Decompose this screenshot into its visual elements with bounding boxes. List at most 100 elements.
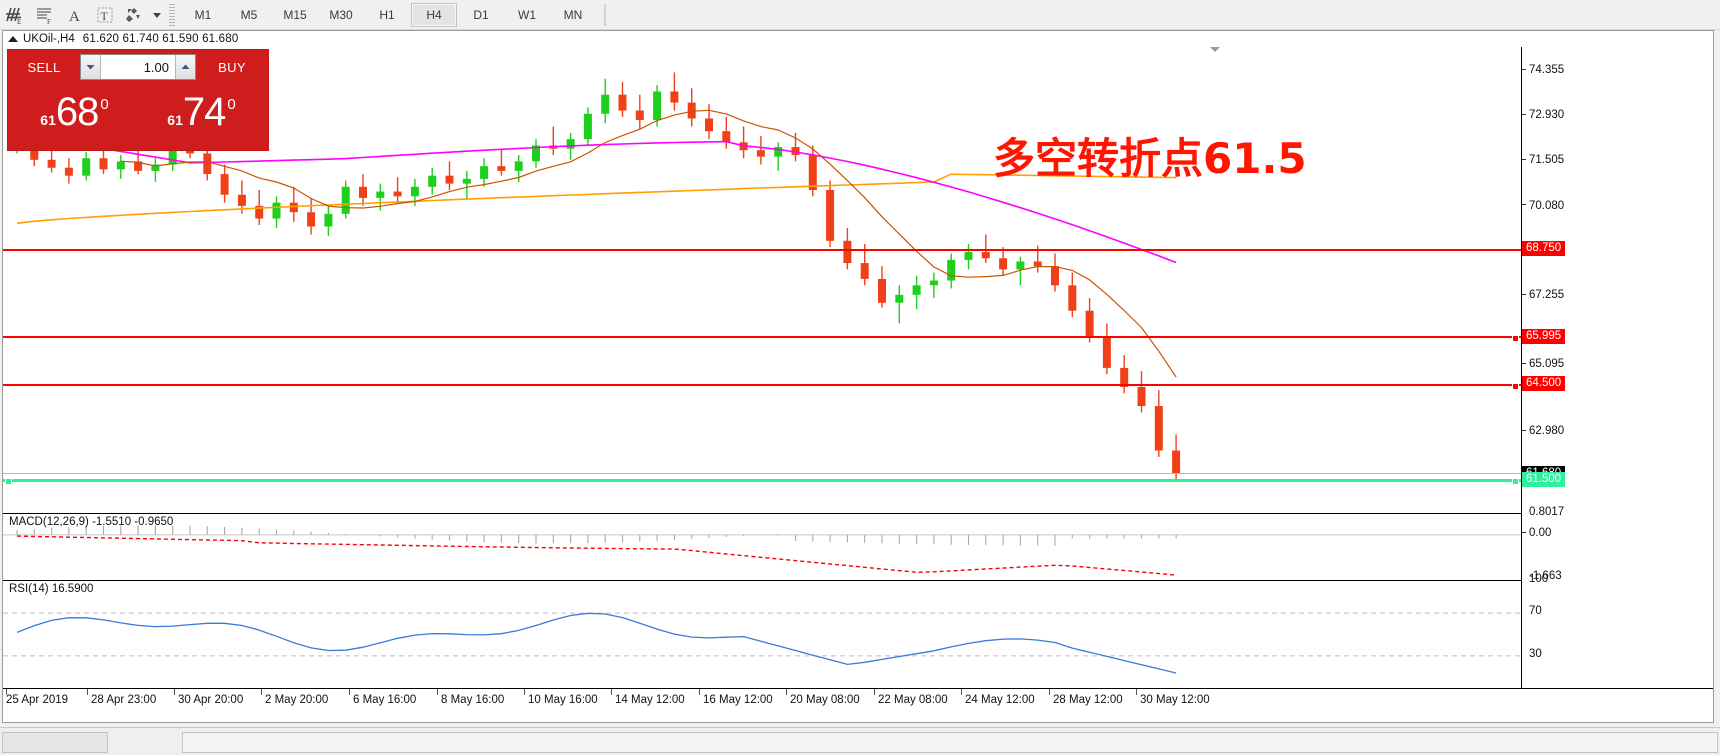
timeframe-h1[interactable]: H1 [365,4,409,26]
line-handle-right[interactable] [1512,478,1519,486]
price-axis-tick: 72.930 [1522,109,1564,121]
time-axis-label: 20 May 08:00 [790,694,860,706]
macd-pane[interactable]: MACD(12,26,9) -1.5510 -0.9650 [3,513,1713,581]
chart-window[interactable]: UKOil-,H4 61.620 61.740 61.590 61.680 多空… [2,30,1714,723]
price-axis-tick: 74.355 [1522,64,1564,76]
volume-increase-icon[interactable] [175,55,195,79]
buy-button[interactable]: BUY [200,54,264,80]
taskbar-item-1[interactable] [2,732,108,753]
objects-dropdown-icon[interactable] [150,1,164,28]
sell-price-fraction: 0 [100,96,109,113]
buy-price-fraction: 0 [227,96,236,113]
macd-tick-label: 0.00 [1529,526,1552,539]
time-gridline [961,689,962,695]
timeframe-d1[interactable]: D1 [459,4,503,26]
price-axis-tick-occluded: 65.095 [1522,358,1564,370]
time-axis-label: 28 May 12:00 [1053,694,1123,706]
rsi-pane[interactable]: RSI(14) 16.5900 [3,580,1713,689]
price-plot-area[interactable]: 多空转折点61.5 [3,47,1521,495]
price-tick-label: 74.355 [1529,63,1565,76]
resistance-line-65995[interactable] [3,335,1521,343]
line-handle[interactable] [1512,335,1519,343]
timeframe-m15[interactable]: M15 [273,4,317,26]
macd-tick-label: -1.663 [1529,570,1562,582]
price-tick-label: 70.080 [1529,199,1565,212]
support-line-61500[interactable] [3,478,1521,486]
timeframe-label: D1 [473,7,489,22]
price-tick-label: 71.505 [1529,154,1565,167]
objects-icon[interactable] [120,1,150,28]
svg-text:F: F [47,18,51,25]
timeframe-h4[interactable]: H4 [411,2,457,27]
candlestick-chart [13,72,1181,483]
one-click-trading-panel[interactable]: SELL 1.00 BUY [7,49,269,151]
rsi-chart [3,612,1521,674]
collapse-triangle-icon[interactable] [8,36,18,42]
macd-plot-area[interactable]: MACD(12,26,9) -1.5510 -0.9650 [3,514,1521,580]
time-axis-label: 30 May 12:00 [1140,694,1210,706]
timeframe-label: M30 [329,7,353,22]
text-label-icon[interactable]: A [60,1,90,28]
timeframe-group: M1 M5 M15 M30 H1 H4 D1 W1 MN [180,2,596,27]
line-handle[interactable] [1512,382,1519,390]
time-gridline [87,689,88,695]
resistance-line-64500[interactable] [3,382,1521,390]
volume-stepper[interactable]: 1.00 [80,54,196,80]
price-scale-axis[interactable]: 74.355 72.930 71.505 70.080 67.255 62.980 65.0… [1522,47,1713,688]
rsi-axis-tick: 30 [1522,648,1542,660]
text-object-icon[interactable]: T [90,1,120,28]
price-pane[interactable]: 多空转折点61.5 [3,47,1713,495]
toolbar-separator [169,3,175,26]
chart-annotation-text[interactable]: 多空转折点61.5 [993,134,1307,183]
taskbar [0,727,1720,755]
rsi-plot-area[interactable]: RSI(14) 16.5900 [3,581,1521,689]
price-tag-61500[interactable]: 61.500 [1522,471,1566,487]
timeframe-label: M5 [240,7,258,22]
buy-price-prefix: 61 [167,112,183,128]
price-tag-label: 68.750 [1526,242,1562,255]
timeframe-mn[interactable]: MN [551,4,595,26]
rsi-tick-label: 100 [1529,573,1549,585]
volume-input[interactable]: 1.00 [101,55,175,79]
resistance-line-68750[interactable] [3,248,1521,251]
timeframe-m5[interactable]: M5 [227,4,271,26]
time-scale-axis[interactable]: 25 Apr 2019 28 Apr 23:00 30 Apr 20:00 2 May… [3,688,1713,722]
time-gridline [6,689,7,695]
sell-button-label: SELL [27,59,61,75]
time-axis-label: 6 May 16:00 [353,694,417,706]
crosshair-marker-icon [1210,47,1220,52]
current-price-line [3,473,1521,475]
macd-axis-tick: -1.663 [1522,570,1562,582]
oct-divider [139,84,141,150]
toolbar-separator-2 [604,3,606,26]
timeframe-m1[interactable]: M1 [181,4,225,26]
timeframe-w1[interactable]: W1 [505,4,549,26]
time-gridline [1136,689,1137,695]
time-axis-label: 24 May 12:00 [965,694,1035,706]
templates-icon[interactable]: F [30,1,60,28]
sell-button[interactable]: SELL [12,54,76,80]
rsi-axis-tick: 100 [1522,573,1548,585]
svg-text:E: E [17,18,21,25]
time-gridline [1049,689,1050,695]
price-tag-64500[interactable]: 64.500 [1522,376,1566,392]
price-tick-label: 67.255 [1529,289,1565,302]
price-axis-tick: 67.255 [1522,289,1564,301]
price-tag-68750[interactable]: 68.750 [1522,241,1566,257]
line-handle-left[interactable] [5,478,12,486]
volume-decrease-icon[interactable] [81,55,101,79]
buy-price-display[interactable]: 61 74 0 [139,80,264,144]
price-axis-tick: 71.505 [1522,154,1564,166]
chart-toolbar: E F A T [0,0,1720,30]
indicators-icon[interactable]: E [0,1,30,28]
sell-price-display[interactable]: 61 68 0 [12,80,139,144]
rsi-tick-label: 70 [1529,605,1542,618]
timeframe-label: M15 [283,7,307,22]
taskbar-item-2[interactable] [182,732,1718,753]
time-gridline [699,689,700,695]
price-tick-label: 62.980 [1529,425,1565,438]
timeframe-m30[interactable]: M30 [319,4,363,26]
sell-price-prefix: 61 [40,112,56,128]
price-tag-65995[interactable]: 65.995 [1522,328,1566,344]
